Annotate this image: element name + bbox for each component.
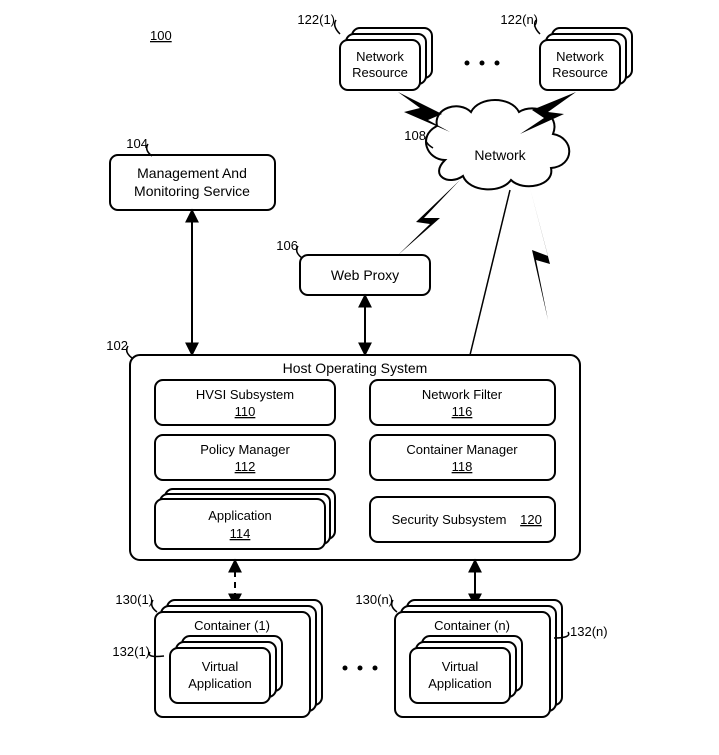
node-network-resource-n: Network Resource 122(n): [500, 12, 632, 90]
svg-text:Resource: Resource: [352, 65, 408, 80]
svg-text:Application: Application: [208, 508, 272, 523]
svg-text:118: 118: [452, 459, 473, 474]
edge-network-proxy: [398, 180, 460, 255]
svg-text:102: 102: [106, 338, 128, 353]
ellipsis-containers: [343, 666, 378, 671]
ellipsis-resources: [465, 61, 500, 66]
svg-text:120: 120: [520, 512, 542, 527]
svg-text:114: 114: [230, 526, 251, 541]
svg-text:132(n): 132(n): [570, 624, 608, 639]
svg-text:Policy Manager: Policy Manager: [200, 442, 290, 457]
edge-network-host-line: [470, 190, 510, 355]
figure-ref: 100: [150, 28, 172, 43]
diagram-canvas: 100 Network Resource 122(1) Network Reso…: [0, 0, 719, 755]
svg-text:116: 116: [452, 404, 473, 419]
node-mgmt-service: Management And Monitoring Service 104: [110, 136, 275, 210]
node-virtual-app-1: Virtual Application 132(1): [112, 636, 282, 703]
node-container-manager: Container Manager 118: [370, 435, 555, 480]
svg-text:130(n): 130(n): [355, 592, 393, 607]
node-network-resource-1: Network Resource 122(1): [297, 12, 432, 90]
node-hvsi-subsystem: HVSI Subsystem 110: [155, 380, 335, 425]
node-network-filter: Network Filter 116: [370, 380, 555, 425]
svg-text:Container (n): Container (n): [434, 618, 510, 633]
svg-text:Container (1): Container (1): [194, 618, 270, 633]
svg-text:106: 106: [276, 238, 298, 253]
svg-text:Network Filter: Network Filter: [422, 387, 503, 402]
svg-text:Container Manager: Container Manager: [406, 442, 518, 457]
svg-text:122(1): 122(1): [297, 12, 335, 27]
svg-text:HVSI Subsystem: HVSI Subsystem: [196, 387, 294, 402]
node-application: Application 114: [155, 489, 335, 549]
svg-text:122(n): 122(n): [500, 12, 538, 27]
svg-text:Network: Network: [556, 49, 604, 64]
svg-text:Virtual: Virtual: [202, 659, 239, 674]
svg-text:Application: Application: [428, 676, 492, 691]
svg-text:Host Operating System: Host Operating System: [283, 360, 428, 376]
svg-text:Virtual: Virtual: [442, 659, 479, 674]
svg-text:Monitoring Service: Monitoring Service: [134, 183, 250, 199]
node-security-subsystem: Security Subsystem 120: [370, 497, 555, 542]
svg-text:Resource: Resource: [552, 65, 608, 80]
svg-text:112: 112: [235, 459, 256, 474]
svg-text:Web Proxy: Web Proxy: [331, 267, 399, 283]
svg-text:Network: Network: [356, 49, 404, 64]
svg-text:Network: Network: [474, 147, 526, 163]
svg-text:104: 104: [126, 136, 148, 151]
svg-text:132(1): 132(1): [112, 644, 150, 659]
edge-network-host: [530, 188, 550, 320]
svg-text:108: 108: [404, 128, 426, 143]
svg-text:Management And: Management And: [137, 165, 247, 181]
svg-text:Security Subsystem: Security Subsystem: [392, 512, 507, 527]
svg-text:Application: Application: [188, 676, 252, 691]
svg-text:110: 110: [235, 404, 256, 419]
node-virtual-app-n: Virtual Application 132(n): [410, 624, 608, 703]
svg-text:130(1): 130(1): [115, 592, 153, 607]
node-policy-manager: Policy Manager 112: [155, 435, 335, 480]
